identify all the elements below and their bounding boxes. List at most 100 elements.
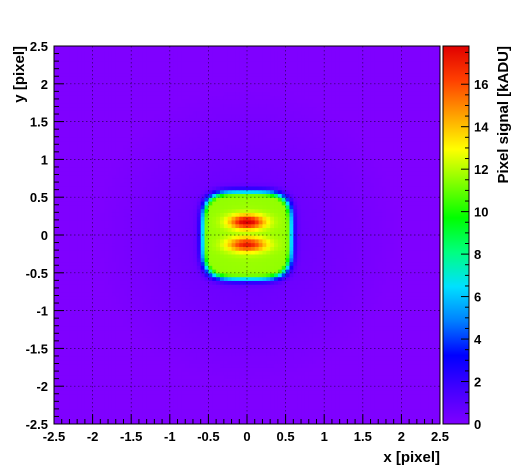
heatmap-cell <box>274 246 279 251</box>
heatmap-cell <box>88 386 94 391</box>
heatmap-cell <box>127 242 132 247</box>
heatmap-cell <box>158 405 163 410</box>
heatmap-cell <box>223 272 229 278</box>
heatmap-cell <box>115 337 121 342</box>
heatmap-cell <box>54 325 59 331</box>
heatmap-cell <box>281 295 287 300</box>
heatmap-cell <box>397 325 402 331</box>
heatmap-cell <box>331 238 337 244</box>
heatmap-cell <box>370 348 375 353</box>
heatmap-cell <box>173 284 179 289</box>
heatmap-cell <box>169 295 175 300</box>
heatmap-cell <box>77 412 82 418</box>
heatmap-cell <box>351 246 356 251</box>
heatmap-cell <box>281 272 287 278</box>
heatmap-cell <box>270 287 275 293</box>
heatmap-cell <box>150 382 155 387</box>
heatmap-cell <box>324 329 329 334</box>
heatmap-cell <box>301 367 306 372</box>
heatmap-cell <box>73 295 78 300</box>
heatmap-cell <box>339 374 345 380</box>
heatmap-cell <box>158 374 163 380</box>
heatmap-cell <box>370 238 375 244</box>
heatmap-cell <box>436 397 440 402</box>
heatmap-cell <box>208 382 213 387</box>
heatmap-cell <box>405 371 410 376</box>
heatmap-cell <box>196 367 202 372</box>
heatmap-cell <box>77 405 82 410</box>
heatmap-cell <box>73 321 78 327</box>
heatmap-cell <box>212 265 217 270</box>
heatmap-cell <box>362 355 368 361</box>
heatmap-cell <box>301 359 306 365</box>
heatmap-cell <box>115 276 121 281</box>
heatmap-cell <box>258 337 264 342</box>
heatmap-cell <box>177 284 182 289</box>
heatmap-cell <box>61 235 67 240</box>
heatmap-cell <box>389 272 395 278</box>
heatmap-cell <box>301 352 306 357</box>
heatmap-cell <box>181 287 186 293</box>
heatmap-cell <box>385 405 391 410</box>
heatmap-cell <box>274 355 279 361</box>
heatmap-cell <box>192 378 198 384</box>
heatmap-cell <box>111 250 117 255</box>
heatmap-cell <box>355 318 360 323</box>
heatmap-cell <box>339 291 345 297</box>
heatmap-cell <box>432 363 437 368</box>
heatmap-cell <box>235 386 240 391</box>
heatmap-cell <box>370 253 375 259</box>
heatmap-cell <box>223 382 229 387</box>
heatmap-cell <box>119 408 125 414</box>
heatmap-cell <box>416 348 422 353</box>
heatmap-cell <box>266 235 271 240</box>
heatmap-cell <box>189 287 194 293</box>
heatmap-cell <box>104 367 109 372</box>
heatmap-cell <box>173 280 179 285</box>
heatmap-cell <box>285 314 291 319</box>
heatmap-cell <box>219 314 225 319</box>
heatmap-cell <box>239 333 244 338</box>
heatmap-cell <box>223 337 229 342</box>
heatmap-cell <box>343 355 348 361</box>
heatmap-cell <box>81 280 86 285</box>
heatmap-cell <box>69 359 74 365</box>
heatmap-cell <box>123 272 128 278</box>
heatmap-cell <box>285 299 291 304</box>
heatmap-cell <box>92 393 98 399</box>
heatmap-cell <box>181 310 186 315</box>
heatmap-cell <box>235 374 240 380</box>
heatmap-cell <box>316 340 321 346</box>
heatmap-cell <box>131 269 136 274</box>
heatmap-cell <box>162 352 167 357</box>
heatmap-cell <box>397 295 402 300</box>
heatmap-cell <box>150 340 155 346</box>
heatmap-cell <box>146 405 152 410</box>
heatmap-cell <box>436 314 440 319</box>
heatmap-cell <box>208 295 213 300</box>
heatmap-cell <box>270 374 275 380</box>
heatmap-cell <box>262 280 267 285</box>
heatmap-cell <box>123 337 128 342</box>
heatmap-cell <box>405 408 410 414</box>
heatmap-cell <box>432 238 437 244</box>
heatmap-cell <box>231 412 237 418</box>
heatmap-cell <box>289 359 294 365</box>
heatmap-cell <box>266 371 271 376</box>
heatmap-cell <box>146 333 152 338</box>
heatmap-cell <box>119 352 125 357</box>
heatmap-cell <box>108 355 113 361</box>
heatmap-cell <box>293 401 298 406</box>
heatmap-cell <box>92 235 98 240</box>
heatmap-cell <box>420 242 426 247</box>
heatmap-cell <box>223 416 229 421</box>
heatmap-cell <box>235 318 240 323</box>
heatmap-cell <box>131 284 136 289</box>
heatmap-cell <box>312 314 318 319</box>
heatmap-cell <box>328 257 333 263</box>
heatmap-cell <box>150 310 155 315</box>
heatmap-cell <box>320 367 325 372</box>
heatmap-cell <box>100 295 105 300</box>
heatmap-cell <box>312 284 318 289</box>
heatmap-cell <box>223 238 229 244</box>
